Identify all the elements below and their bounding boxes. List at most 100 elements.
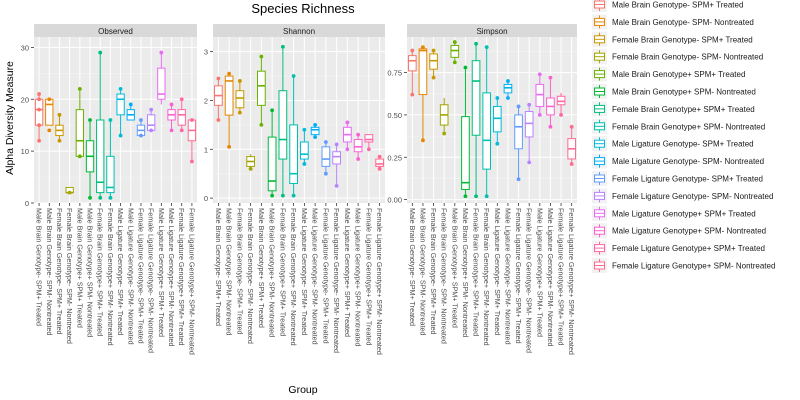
legend-item: Female Brain Genotype- SPM+ Treated — [592, 31, 753, 47]
data-point — [259, 122, 264, 127]
box — [267, 136, 277, 192]
box — [300, 141, 309, 160]
boxplot-9 — [116, 86, 125, 138]
legend-label: Female Brain Genotype+ SPM+ Treated — [612, 105, 755, 114]
boxplot-11 — [321, 140, 331, 176]
boxplot-13 — [535, 72, 545, 117]
data-point — [37, 138, 41, 143]
data-point — [442, 131, 447, 136]
x-tick-label: Male Brain Genotype- SPM- Nontreated — [225, 208, 234, 335]
x-tick-label: Female Ligature Genotype- SPM+ Treated — [514, 208, 523, 344]
data-point — [345, 147, 350, 152]
x-tick-label: Male Ligature Genotype+ SPM- Nontreated — [167, 208, 176, 346]
box — [96, 119, 105, 194]
data-point — [88, 195, 92, 200]
data-point — [356, 157, 361, 161]
data-point — [548, 75, 553, 80]
plot-background — [213, 37, 385, 203]
boxplot-16 — [567, 124, 577, 166]
x-tick-label: Male Brain Genotype+ SPM+ Treated — [450, 208, 459, 328]
data-point — [569, 162, 574, 166]
boxplot-16 — [187, 118, 197, 164]
data-point — [291, 74, 296, 78]
data-point — [37, 123, 41, 128]
data-point — [334, 142, 339, 147]
boxplot-6 — [461, 65, 470, 199]
legend-item: Female Brain Genotype+ SPM+ Treated — [592, 101, 755, 117]
box — [418, 48, 428, 96]
boxplot-5 — [257, 54, 266, 127]
x-tick-label: Female Brain Genotype+ SPM- Nontreated — [482, 208, 491, 346]
facet-panel-shannon: Shannon 0 1 2 3 Male Brain Genotype- SPM+ Tre… — [204, 24, 385, 355]
data-point — [237, 110, 242, 115]
box — [157, 67, 166, 100]
boxplot-5 — [450, 40, 460, 65]
boxplot-5 — [75, 86, 85, 159]
data-point — [67, 190, 72, 195]
x-tick-label: Male Brain Genotype+ SPM- Nontreated — [86, 208, 95, 337]
chart-title: Species Richness — [251, 1, 355, 16]
data-point — [88, 118, 92, 122]
data-point — [98, 50, 103, 55]
data-point — [569, 124, 574, 129]
x-tick-label: Male Ligature Genotype- SPM- Nontreated — [126, 208, 135, 345]
x-tick-label: Male Brain Genotype- SPM- Nontreated — [45, 208, 54, 335]
data-point — [118, 133, 123, 138]
data-point — [345, 120, 350, 125]
data-point — [169, 128, 174, 133]
data-point — [537, 72, 542, 77]
box — [353, 139, 363, 153]
box — [461, 116, 470, 190]
box — [514, 114, 523, 150]
box — [407, 55, 417, 72]
box — [177, 109, 186, 126]
box — [257, 70, 266, 106]
legend-item: Female Ligature Genotype- SPM- Nontreate… — [592, 188, 773, 204]
data-point — [474, 41, 478, 46]
y-tick-label: 0.25 — [387, 153, 402, 162]
boxplot-8 — [289, 74, 298, 198]
data-point — [537, 113, 542, 117]
data-point — [291, 193, 296, 198]
box — [75, 109, 85, 157]
boxplot-2 — [418, 45, 428, 143]
boxplot-15 — [364, 134, 374, 152]
x-tick-label: Male Brain Genotype+ SPM- Nontreated — [461, 208, 470, 337]
data-point — [548, 124, 553, 129]
data-point — [484, 45, 489, 50]
boxplot-15 — [177, 97, 186, 133]
x-tick-label: Male Ligature Genotype+ SPM+ Treated — [343, 208, 352, 337]
box — [289, 124, 298, 184]
data-point — [302, 162, 307, 166]
data-point — [216, 118, 221, 122]
facet-panel-simpson: Simpson 0.00 0.25 0.50 0.75 Male Brain Genoty… — [387, 24, 577, 355]
data-point — [37, 97, 41, 102]
data-point — [410, 48, 415, 53]
boxplot-13 — [157, 50, 166, 105]
x-tick-label: Female Ligature Genotype- SPM- Nontreate… — [332, 208, 341, 353]
data-point — [47, 128, 52, 133]
legend-item: Female Brain Genotype+ SPM- Nontreated — [592, 118, 765, 134]
box — [116, 93, 125, 116]
box — [235, 90, 245, 109]
facet-strip — [34, 24, 197, 37]
data-point — [410, 92, 415, 97]
x-tick-label: Male Ligature Genotype+ SPM+ Treated — [157, 208, 166, 337]
data-point — [47, 97, 52, 102]
data-point — [516, 104, 521, 109]
box — [321, 146, 331, 167]
y-tick-label: 1 — [204, 145, 208, 154]
data-point — [190, 118, 194, 122]
data-point — [270, 193, 275, 198]
box — [482, 92, 492, 170]
data-point — [57, 112, 62, 117]
box — [224, 75, 234, 116]
data-point — [149, 107, 154, 112]
data-point — [334, 184, 339, 188]
data-point — [77, 86, 82, 91]
boxplot-1 — [407, 48, 417, 97]
legend-label: Female Ligature Genotype- SPM+ Treated — [612, 175, 763, 184]
boxplot-7 — [96, 50, 105, 200]
x-tick-label: Male Brain Genotype+ SPM+ Treated — [257, 208, 266, 328]
x-tick-label: Female Brain Genotype- SPM- Nontreated — [440, 208, 449, 344]
